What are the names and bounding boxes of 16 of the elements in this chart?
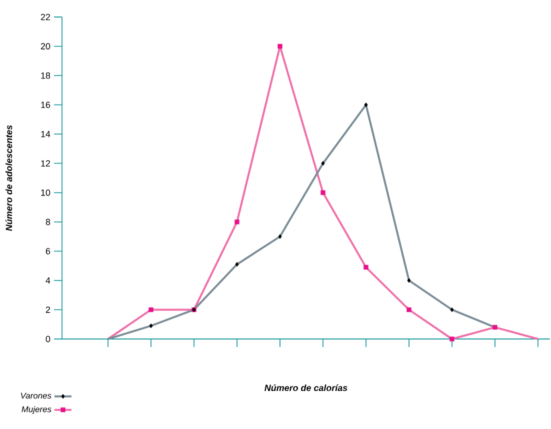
- y-tick-label: 22: [40, 14, 50, 20]
- y-tick-label: 6: [46, 248, 50, 254]
- y-tick-label: 20: [40, 43, 50, 50]
- y-tick-label: 12: [41, 160, 50, 166]
- y-tick-label: 8: [46, 218, 50, 226]
- y-tick-label: 4: [46, 277, 50, 284]
- y-tick-label: 10: [41, 189, 50, 196]
- y-tick-label: 16: [41, 102, 50, 108]
- y-tick-label: 14: [41, 131, 50, 138]
- y-tick-label: 2: [46, 306, 50, 313]
- y-axis-title: Número de adolescentes: [5, 125, 12, 231]
- legend-label: Varones: [21, 392, 52, 399]
- x-axis-title: Número de calorías: [264, 384, 348, 392]
- y-tick-label: 18: [41, 72, 50, 79]
- legend-label: Mujeres: [22, 406, 52, 414]
- y-tick-label: 0: [46, 336, 50, 342]
